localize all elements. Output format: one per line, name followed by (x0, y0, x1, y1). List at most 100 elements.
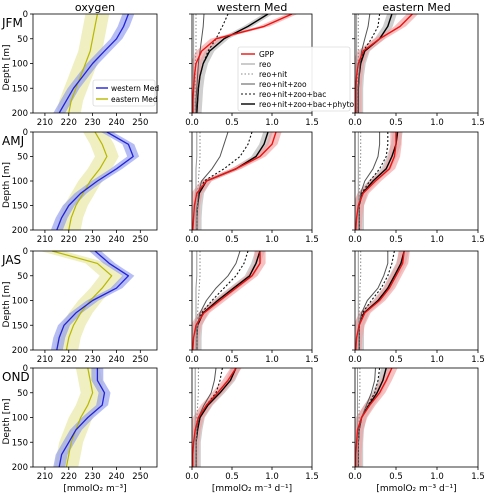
axes-frame (354, 13, 479, 114)
xlabel-2: [mmolO₂ m⁻³ d⁻¹] (376, 484, 456, 494)
x-tick-label: 0.5 (389, 235, 403, 245)
y-tick-label: 50 (17, 35, 28, 45)
eastern-med-line (51, 251, 113, 350)
x-tick-label: 210 (37, 118, 53, 128)
plot-area (355, 368, 398, 467)
series-reo-nit-zoo-bac (358, 251, 395, 350)
western-med-line (56, 251, 130, 350)
x-tick-label: 230 (84, 472, 100, 482)
ylabel-jfm: Depth [m] (2, 44, 12, 90)
y-tick-label: 200 (12, 226, 28, 236)
legend-label: GPP (259, 50, 274, 59)
legend-label: reo (259, 60, 272, 69)
plot-area (50, 132, 140, 230)
x-tick-label: 0.0 (348, 235, 362, 245)
y-tick-label: 200 (12, 346, 28, 356)
y-tick-label: 150 (12, 321, 28, 331)
legend-label: eastern Med (111, 95, 158, 104)
x-tick-label: 1.0 (265, 472, 279, 482)
x-tick-label: 240 (108, 472, 124, 482)
series-gpp (355, 132, 397, 230)
x-tick-label: 0.0 (185, 472, 199, 482)
x-tick-label: 230 (84, 355, 100, 365)
y-tick-label: 50 (17, 272, 28, 282)
gpp-band (192, 368, 242, 467)
series-reo-nit-zoo-bac (196, 251, 249, 350)
panel-jfm-eastern: 0.0 0.5 1.0 1.5 (348, 13, 485, 128)
legend-label: reo+nit (259, 70, 287, 79)
western-med-line (58, 14, 130, 113)
x-tick-label: 210 (37, 472, 53, 482)
series-gpp (192, 132, 277, 230)
panel-ond-western: 0.0 0.5 1.0 1.5 (185, 367, 319, 482)
eastern-med-line (68, 14, 98, 113)
legend-label: reo+nit+zoo+bac (259, 90, 326, 99)
plot-area (355, 251, 410, 350)
series-gpp (192, 14, 293, 113)
y-tick-label: 150 (12, 438, 28, 448)
x-tick-label: 0.5 (225, 118, 239, 128)
x-tick-label: 1.0 (265, 235, 279, 245)
x-tick-label: 1.0 (430, 472, 444, 482)
plot-area (53, 368, 111, 467)
panel-jas-western: 0.0 0.5 1.0 1.5 (185, 250, 319, 365)
x-tick-label: 0.0 (348, 472, 362, 482)
western-med-band (53, 368, 111, 467)
y-tick-label: 100 (12, 414, 28, 424)
y-tick-label: 100 (12, 60, 28, 70)
row-label-ond: OND (2, 370, 30, 384)
legend-label: reo+nit+zoo+bac+phyto (259, 100, 355, 109)
y-tick-label: 100 (12, 177, 28, 187)
series-reo-nit (358, 251, 362, 350)
x-tick-label: 240 (108, 118, 124, 128)
y-tick-label: 100 (12, 297, 28, 307)
western-med-line (58, 368, 106, 467)
y-tick-label: 200 (12, 463, 28, 473)
y-tick-label: 200 (12, 109, 28, 119)
axes-frame (191, 367, 313, 468)
plot-area (192, 132, 282, 230)
column-title-1: western Med (217, 1, 288, 14)
column-title-2: eastern Med (382, 1, 450, 14)
series-reo-nit-zoo-bac (357, 14, 381, 113)
x-tick-label: 1.5 (305, 235, 319, 245)
y-tick-label: 0 (23, 247, 28, 257)
x-tick-label: 1.5 (305, 355, 319, 365)
total-respiration-band (192, 132, 273, 230)
x-tick-label: 0.0 (185, 235, 199, 245)
x-tick-label: 220 (61, 355, 77, 365)
eastern-med-line (65, 368, 94, 467)
oxygen-legend: western Med eastern Med (92, 79, 159, 107)
series-gpp (192, 368, 237, 467)
series-reo-nit (196, 132, 201, 230)
x-tick-label: 0.0 (185, 355, 199, 365)
x-tick-label: 0.5 (225, 472, 239, 482)
series-reo-nit (194, 14, 197, 113)
panel-jas-oxygen: 0 50 100 150 200 210 220 230 240 250 (12, 247, 158, 365)
series-gpp (192, 251, 261, 350)
row-label-jfm: JFM (1, 16, 23, 30)
x-tick-label: 1.5 (471, 235, 485, 245)
x-tick-label: 0.5 (389, 355, 403, 365)
plot-area (355, 14, 419, 113)
x-tick-label: 240 (108, 355, 124, 365)
panel-jfm-oxygen: 0 50 100 150 200 210 220 230 240 250 (12, 10, 158, 128)
panel-amj-oxygen: 0 50 100 150 200 210 220 230 240 250 (12, 128, 158, 245)
gpp-band (192, 251, 266, 350)
x-tick-label: 1.0 (430, 355, 444, 365)
panel-ond-eastern: 0.0 0.5 1.0 1.5 (348, 367, 485, 482)
series-gpp (355, 14, 413, 113)
series-gpp (355, 251, 405, 350)
plot-area (40, 251, 135, 350)
x-tick-label: 0.0 (185, 118, 199, 128)
x-tick-label: 0.0 (348, 355, 362, 365)
xlabel-0: [mmolO₂ m⁻³] (63, 484, 126, 494)
x-tick-label: 1.0 (430, 235, 444, 245)
series-reo-nit (196, 251, 201, 350)
x-tick-label: 0.5 (389, 118, 403, 128)
series-reo-nit-zoo-bac (196, 14, 229, 113)
row-label-jas: JAS (1, 253, 21, 267)
x-tick-label: 0.0 (348, 118, 362, 128)
y-tick-label: 150 (12, 84, 28, 94)
ylabel-amj: Depth [m] (2, 162, 12, 208)
